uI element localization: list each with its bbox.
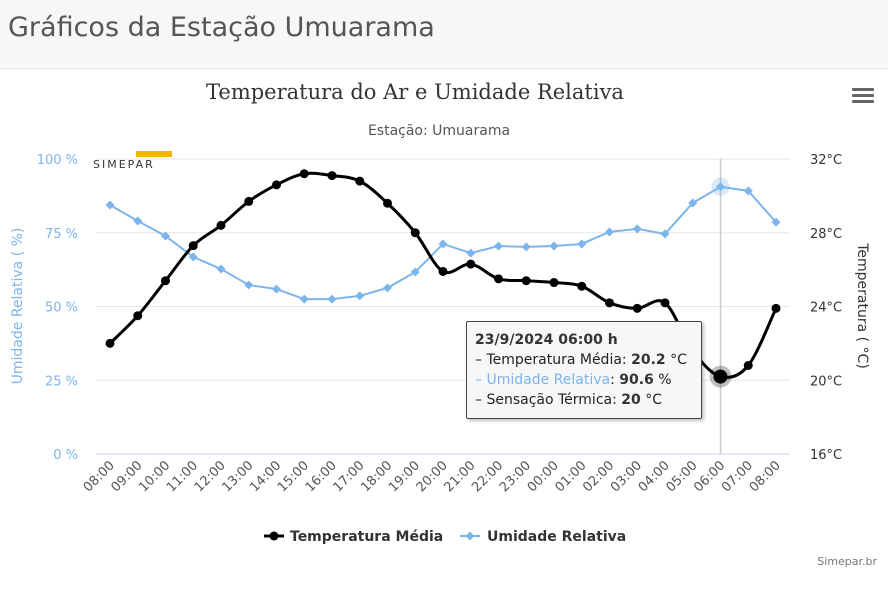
y-left-axis-label: Umidade Relativa ( %) (10, 228, 26, 385)
temperature-point[interactable] (605, 298, 614, 308)
logo-bar (136, 151, 172, 157)
temperature-point[interactable] (466, 259, 476, 269)
humidity-point[interactable] (743, 186, 753, 196)
simepar-logo: SIMEPAR (93, 158, 155, 171)
tooltip-row-humidity: – Umidade Relativa: 90.6 % (475, 372, 672, 388)
y-right-tick-label: 28°C (810, 227, 842, 242)
temperature-point[interactable] (216, 220, 226, 230)
humidity-point[interactable] (188, 252, 198, 262)
humidity-point[interactable] (688, 198, 698, 208)
temperature-point[interactable] (355, 176, 365, 186)
y-left-tick-label: 100 % (37, 153, 78, 168)
temperature-point[interactable] (161, 276, 170, 286)
temperature-point[interactable] (743, 361, 753, 370)
humidity-point[interactable] (632, 224, 642, 234)
temperature-point[interactable] (577, 281, 587, 291)
y-right-tick-label: 20°C (810, 374, 842, 389)
tooltip: 23/9/2024 06:00 h – Temperatura Média: 2… (466, 321, 702, 419)
humidity-point[interactable] (327, 294, 337, 304)
temperature-point[interactable] (438, 266, 448, 276)
y-right-tick-label: 16°C (810, 448, 842, 463)
temperature-point[interactable] (188, 241, 198, 251)
y-right-tick-label: 24°C (810, 301, 842, 316)
y-right-axis-label: Temperatura ( °C) (854, 242, 870, 369)
humidity-point[interactable] (244, 280, 254, 290)
humidity-point[interactable] (161, 231, 170, 241)
page-title: Gráficos da Estação Umuarama (8, 12, 435, 43)
y-left-tick-label: 0 % (53, 448, 78, 463)
humidity-point[interactable] (549, 241, 559, 251)
y-left-tick-label: 25 % (45, 374, 78, 389)
humidity-point[interactable] (660, 229, 670, 239)
humidity-point[interactable] (605, 227, 614, 237)
humidity-point[interactable] (299, 294, 309, 304)
y-left-tick-label: 75 % (45, 227, 78, 242)
humidity-point[interactable] (494, 241, 503, 251)
tooltip-row-temperature: – Temperatura Média: 20.2 °C (475, 352, 687, 368)
credits-link[interactable]: Simepar.br (817, 555, 877, 568)
temperature-point[interactable] (771, 303, 781, 313)
humidity-point[interactable] (410, 267, 420, 277)
temperature-point[interactable] (272, 180, 281, 190)
temperature-point[interactable] (549, 278, 559, 288)
temperature-point[interactable] (383, 198, 392, 208)
humidity-point[interactable] (577, 239, 587, 249)
temperature-point[interactable] (327, 171, 337, 181)
humidity-point[interactable] (272, 284, 281, 294)
temperature-point[interactable] (410, 228, 420, 238)
temperature-point[interactable] (660, 298, 670, 308)
temperature-point[interactable] (713, 369, 728, 384)
humidity-point[interactable] (216, 264, 226, 274)
legend-temperature-marker (269, 531, 279, 541)
tooltip-row-feels-like: – Sensação Térmica: 20 °C (475, 392, 662, 408)
y-right-tick-label: 32°C (810, 153, 842, 168)
temperature-point[interactable] (133, 311, 143, 321)
humidity-point[interactable] (521, 242, 531, 252)
humidity-point[interactable] (466, 248, 476, 258)
tooltip-header: 23/9/2024 06:00 h (475, 332, 618, 348)
humidity-point[interactable] (383, 283, 392, 293)
humidity-point[interactable] (133, 216, 143, 226)
humidity-point[interactable] (105, 200, 115, 210)
temperature-point[interactable] (244, 196, 254, 206)
humidity-point[interactable] (716, 182, 725, 192)
humidity-point[interactable] (771, 217, 781, 227)
temperature-point[interactable] (494, 274, 503, 284)
chart-subtitle: Estação: Umuarama (368, 123, 510, 139)
humidity-point[interactable] (355, 291, 365, 301)
y-left-tick-label: 50 % (45, 301, 78, 316)
temperature-point[interactable] (632, 303, 642, 313)
legend-item-humidity[interactable]: Umidade Relativa (487, 529, 626, 545)
chart-title: Temperatura do Ar e Umidade Relativa (206, 80, 624, 104)
hamburger-menu-icon[interactable] (852, 88, 874, 104)
page-header: Gráficos da Estação Umuarama (0, 0, 888, 69)
temperature-point[interactable] (521, 276, 531, 286)
humidity-point[interactable] (438, 239, 448, 249)
temperature-point[interactable] (105, 338, 115, 348)
temperature-point[interactable] (299, 169, 309, 179)
legend-item-temperature[interactable]: Temperatura Média (290, 529, 443, 545)
legend-humidity-marker (465, 531, 475, 541)
x-tick-label: 08:00 (747, 458, 784, 495)
